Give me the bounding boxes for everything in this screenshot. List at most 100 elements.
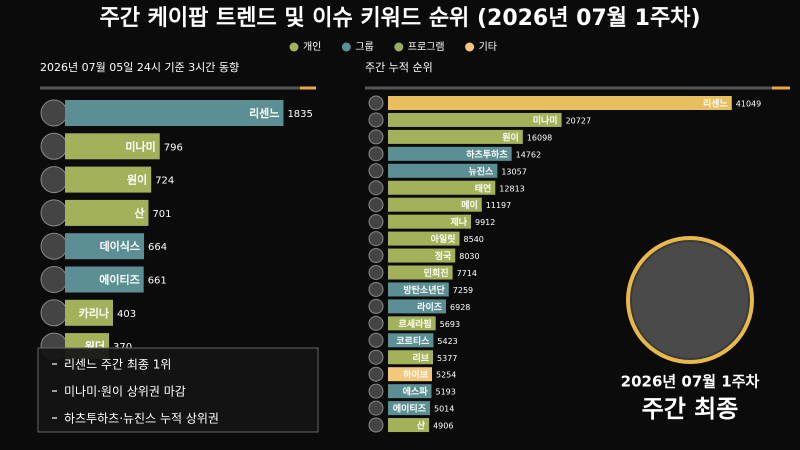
bar-label: 정국 bbox=[435, 250, 452, 262]
bar-label: 메이 bbox=[461, 199, 478, 211]
value-label: 9912 bbox=[475, 218, 495, 227]
bar-label: 코르티스 bbox=[396, 335, 430, 347]
value-label: 403 bbox=[117, 309, 136, 320]
bar bbox=[65, 266, 144, 293]
bar-label: 민희진 bbox=[424, 267, 449, 279]
bar-label: 제나 bbox=[450, 216, 467, 228]
bar bbox=[65, 166, 152, 193]
thumbnail bbox=[368, 383, 384, 399]
note: 리센느 주간 최종 1위 bbox=[64, 358, 171, 372]
value-label: 8540 bbox=[464, 235, 484, 244]
value-label: 5423 bbox=[437, 337, 457, 346]
thumbnail bbox=[368, 417, 384, 433]
thumbnail bbox=[40, 199, 68, 227]
bar-label: 방탄소년단 bbox=[403, 284, 445, 296]
value-label: 5377 bbox=[437, 354, 457, 363]
thumbnail bbox=[368, 265, 384, 280]
thumbnail bbox=[368, 400, 384, 416]
legend-swatch bbox=[341, 42, 351, 52]
value-label: 724 bbox=[155, 176, 174, 187]
bar bbox=[388, 129, 523, 144]
value-label: 14762 bbox=[516, 150, 541, 159]
bar bbox=[388, 96, 732, 110]
bar-label: 데이식스 bbox=[100, 239, 140, 253]
legend-label: 기타 bbox=[479, 41, 497, 53]
legend-swatch bbox=[394, 42, 404, 52]
legend: 개인 그룹 프로그램 기타 bbox=[289, 41, 497, 53]
bar bbox=[388, 146, 512, 161]
value-label: 5193 bbox=[435, 388, 455, 397]
legend-label: 그룹 bbox=[355, 41, 373, 53]
note: 미나미·원이 상위권 마감 bbox=[64, 385, 186, 399]
value-label: 664 bbox=[148, 242, 167, 253]
bar-label: 하츠투하츠 bbox=[466, 148, 508, 160]
bar-label: 라이즈 bbox=[417, 301, 443, 313]
caption-photo-inner bbox=[632, 242, 748, 358]
bar bbox=[388, 163, 498, 178]
value-label: 13057 bbox=[501, 167, 526, 176]
thumbnail bbox=[40, 99, 68, 127]
thumbnail bbox=[40, 132, 68, 160]
bar-label: 에스파 bbox=[403, 386, 429, 398]
value-label: 16098 bbox=[527, 133, 552, 142]
bar bbox=[65, 199, 149, 226]
thumbnail bbox=[368, 281, 384, 297]
thumbnail bbox=[368, 112, 384, 128]
thumbnail bbox=[368, 231, 384, 247]
caption-date: 2026년 07월 1주차 bbox=[621, 373, 760, 391]
bar-label: 뉴진스 bbox=[469, 165, 495, 177]
bar-label: 리브 bbox=[412, 352, 429, 364]
bar bbox=[65, 100, 284, 126]
bar bbox=[388, 248, 456, 263]
thumbnail bbox=[40, 299, 68, 327]
bar bbox=[388, 401, 430, 416]
bar-label: 미나미 bbox=[125, 139, 155, 153]
value-label: 796 bbox=[164, 142, 183, 153]
value-label: 8030 bbox=[459, 252, 479, 261]
thumbnail bbox=[368, 366, 384, 382]
thumbnail bbox=[368, 332, 384, 348]
bar bbox=[388, 265, 453, 280]
value-label: 6928 bbox=[450, 303, 470, 312]
bar bbox=[388, 231, 460, 246]
thumbnail bbox=[368, 197, 384, 213]
bar bbox=[388, 299, 447, 314]
value-label: 12813 bbox=[499, 184, 524, 193]
bar-label: 원이 bbox=[127, 173, 147, 187]
thumbnail bbox=[368, 95, 384, 111]
bar-label: 산 bbox=[134, 206, 144, 220]
value-label: 11197 bbox=[486, 201, 511, 210]
thumbnail bbox=[368, 129, 384, 145]
chart-subtitle: 2026년 07월 05일 24시 기준 3시간 동향 bbox=[40, 60, 239, 74]
bar-label: 르세라핌 bbox=[399, 318, 432, 330]
bar bbox=[388, 418, 430, 433]
value-label: 7259 bbox=[453, 286, 473, 295]
note: 하츠투하츠·뉴진스 누적 상위권 bbox=[64, 412, 219, 426]
legend-swatch bbox=[289, 42, 299, 52]
bar bbox=[388, 214, 472, 229]
bar bbox=[388, 282, 449, 297]
notes-panel bbox=[37, 347, 319, 433]
thumbnail bbox=[368, 214, 384, 230]
chart-subtitle: 주간 누적 순위 bbox=[365, 61, 433, 74]
bar-label: 리센느 bbox=[249, 106, 279, 120]
thumbnail bbox=[40, 166, 68, 194]
thumbnail bbox=[368, 163, 384, 179]
value-label: 5254 bbox=[436, 371, 456, 380]
bar bbox=[388, 384, 432, 399]
value-label: 20727 bbox=[566, 116, 591, 125]
bar bbox=[388, 333, 434, 348]
thumbnail bbox=[368, 315, 384, 331]
value-label: 701 bbox=[152, 209, 171, 220]
bar bbox=[388, 316, 436, 331]
legend-label: 개인 bbox=[303, 41, 321, 53]
bar bbox=[65, 299, 113, 326]
bar-label: 카리나 bbox=[79, 306, 109, 320]
thumbnail bbox=[40, 266, 68, 293]
value-label: 5693 bbox=[440, 320, 460, 329]
